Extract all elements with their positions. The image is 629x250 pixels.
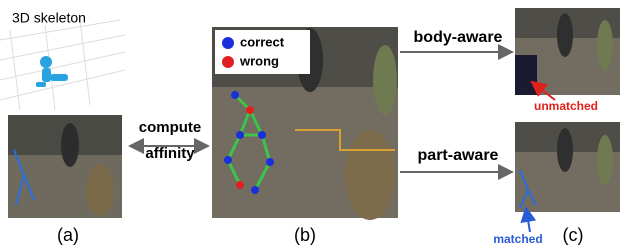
arrow-label: compute [139, 119, 202, 136]
legend-label: correct [240, 34, 285, 49]
legend-marker [222, 56, 234, 68]
branch-label: part-aware [418, 147, 499, 164]
legend-marker [222, 37, 234, 49]
caption: (c) [563, 225, 584, 245]
matched-label: matched [493, 232, 542, 246]
page: {"skeleton_panel": {"title": "3D skeleto… [0, 0, 629, 250]
image-part-aware [515, 122, 620, 212]
branch-label: body-aware [414, 29, 503, 46]
unmatched-label: unmatched [534, 99, 598, 113]
skeleton-title: 3D skeleton [12, 10, 86, 26]
caption: (a) [57, 225, 79, 245]
skeleton-grid [0, 20, 125, 110]
image-body-aware [515, 8, 620, 95]
caption: (b) [294, 225, 316, 245]
figure: 3D skeleton compute affinity correct wro… [0, 0, 629, 250]
image-a [8, 115, 122, 218]
legend-label: wrong [239, 53, 279, 68]
arrow-label: affinity [145, 145, 195, 162]
